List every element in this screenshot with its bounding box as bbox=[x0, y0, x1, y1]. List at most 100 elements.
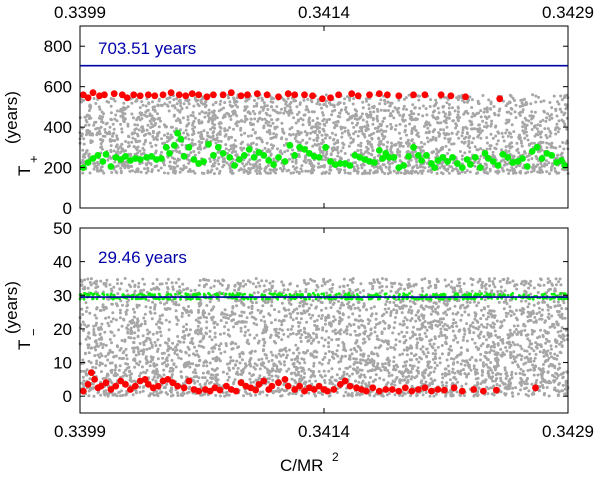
data-point-background bbox=[387, 371, 391, 375]
data-point-background bbox=[352, 132, 356, 136]
data-point-background bbox=[308, 162, 312, 165]
data-point-background bbox=[186, 118, 190, 122]
data-point-background bbox=[401, 115, 405, 119]
data-point-background bbox=[240, 310, 244, 314]
data-point-background bbox=[315, 355, 318, 359]
data-point-background bbox=[321, 326, 325, 330]
data-point-background bbox=[309, 303, 313, 307]
data-point-background bbox=[299, 340, 303, 343]
data-point-background bbox=[133, 123, 137, 127]
data-point-background bbox=[405, 331, 409, 334]
data-point-background bbox=[86, 286, 90, 290]
data-point-background bbox=[101, 346, 105, 349]
data-point-background bbox=[391, 331, 395, 335]
data-point-background bbox=[132, 116, 135, 120]
data-point-background bbox=[124, 362, 128, 366]
data-point-background bbox=[456, 110, 460, 114]
data-point-background bbox=[314, 288, 318, 292]
data-point-background bbox=[417, 315, 421, 319]
data-point-background bbox=[542, 363, 545, 366]
data-point-background bbox=[293, 167, 297, 171]
data-point-background bbox=[493, 342, 496, 346]
data-point-background bbox=[138, 111, 142, 115]
data-point-background bbox=[381, 163, 385, 167]
data-point-background bbox=[479, 147, 483, 151]
data-point-background bbox=[519, 139, 523, 143]
data-point-background bbox=[232, 109, 236, 113]
data-point-background bbox=[378, 291, 382, 295]
data-point-background bbox=[504, 121, 508, 125]
data-point-background bbox=[358, 291, 362, 294]
data-point-background bbox=[193, 381, 197, 385]
data-point-min bbox=[538, 155, 546, 162]
data-point-background bbox=[424, 107, 428, 111]
data-point-background bbox=[151, 100, 154, 104]
data-point-background bbox=[156, 103, 160, 107]
data-point-background bbox=[124, 368, 128, 372]
data-point-background bbox=[392, 116, 396, 120]
data-point-background bbox=[481, 342, 485, 346]
data-point-background bbox=[151, 282, 155, 286]
data-point-background bbox=[137, 285, 140, 289]
data-point-background bbox=[309, 375, 313, 379]
data-point-background bbox=[243, 325, 247, 329]
data-point-background bbox=[444, 118, 448, 122]
data-point-background bbox=[314, 129, 318, 133]
data-point-background bbox=[247, 153, 250, 157]
data-point-background bbox=[417, 98, 421, 102]
data-point-background bbox=[293, 308, 296, 312]
data-point-background bbox=[167, 353, 171, 357]
data-point-background bbox=[343, 129, 347, 133]
data-point-background bbox=[159, 166, 163, 170]
data-point-background bbox=[226, 328, 230, 332]
data-point-background bbox=[321, 113, 325, 117]
data-point-background bbox=[402, 97, 406, 101]
data-point-background bbox=[195, 375, 199, 378]
data-point-background bbox=[426, 126, 430, 130]
data-point-background bbox=[564, 380, 568, 384]
data-point-background bbox=[272, 132, 276, 136]
data-point-background bbox=[307, 110, 311, 114]
data-point-background bbox=[508, 328, 512, 332]
data-point-background bbox=[461, 338, 465, 342]
data-point-background bbox=[165, 135, 169, 139]
data-point-background bbox=[212, 284, 216, 288]
data-point-background bbox=[413, 376, 417, 380]
data-point-background bbox=[367, 103, 371, 107]
data-point-background bbox=[154, 143, 158, 147]
data-point-background bbox=[485, 110, 489, 113]
data-point-background bbox=[127, 134, 131, 138]
data-point-background bbox=[304, 156, 307, 160]
data-point-background bbox=[436, 150, 440, 154]
data-point-background bbox=[423, 325, 427, 329]
data-point-max bbox=[496, 95, 504, 103]
data-point-background bbox=[212, 109, 216, 113]
data-point-background bbox=[398, 150, 402, 154]
data-point-background bbox=[485, 136, 489, 140]
data-point-background bbox=[299, 336, 303, 340]
data-point-background bbox=[289, 315, 293, 319]
data-point-background bbox=[251, 282, 255, 286]
data-point-background bbox=[412, 127, 416, 131]
data-point-background bbox=[448, 110, 451, 114]
data-point-background bbox=[347, 158, 350, 162]
data-point-background bbox=[162, 368, 166, 372]
data-point-background bbox=[217, 171, 221, 175]
data-point-background bbox=[384, 109, 388, 113]
data-point-background bbox=[405, 375, 408, 379]
data-point-background bbox=[485, 317, 489, 321]
data-point-background bbox=[157, 125, 161, 129]
data-point-background bbox=[126, 331, 130, 335]
data-point-background bbox=[463, 171, 467, 174]
data-point-max bbox=[175, 91, 183, 99]
data-point-background bbox=[155, 285, 159, 289]
data-point-background bbox=[281, 353, 285, 357]
data-point-min bbox=[494, 162, 502, 169]
data-point-max bbox=[84, 94, 92, 102]
data-point-background bbox=[455, 324, 459, 328]
data-point-background bbox=[218, 102, 222, 106]
data-point-background bbox=[352, 125, 356, 129]
data-point-min bbox=[89, 155, 97, 162]
data-point-background bbox=[385, 124, 389, 128]
data-point-background bbox=[486, 304, 490, 308]
